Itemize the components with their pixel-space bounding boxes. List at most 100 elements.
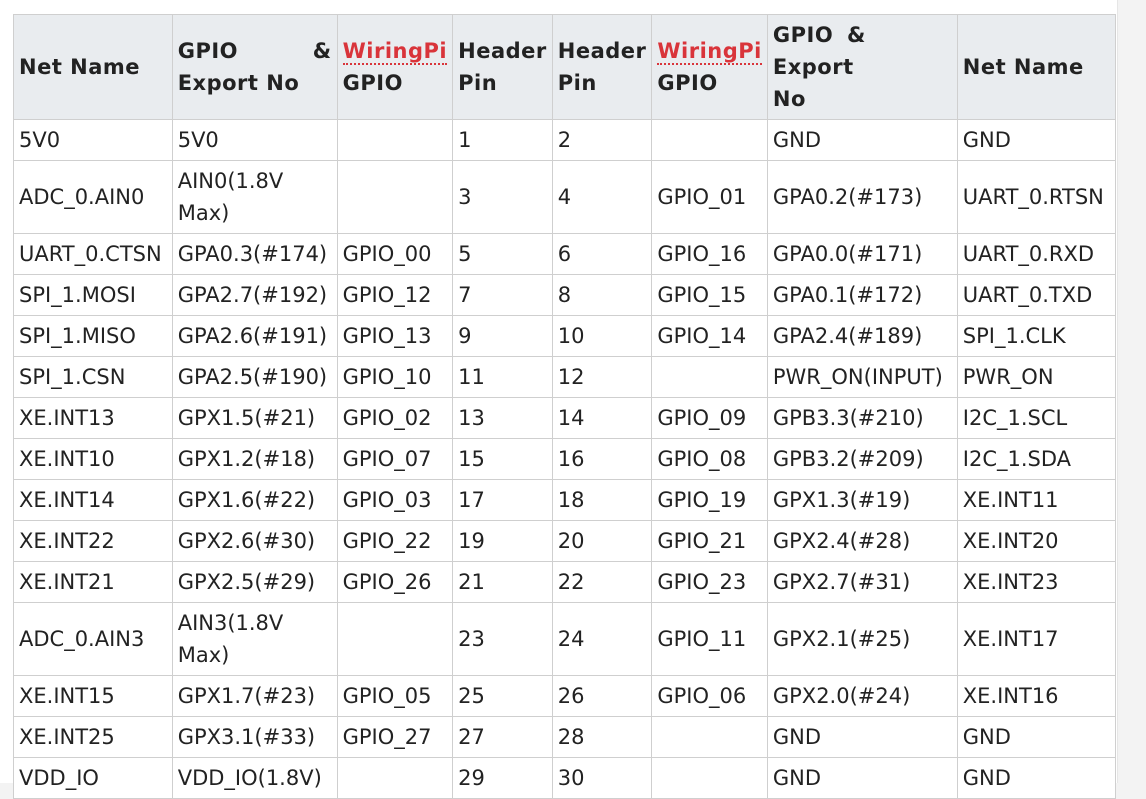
- table-row: UART_0.CTSN GPA0.3(#174) GPIO_00 5 6 GPIO_16 G…: [13, 233, 1117, 275]
- header-pin-right-cell: 20: [551, 520, 653, 562]
- net-name-left-cell: XE.INT15: [13, 675, 173, 717]
- net-name-right-cell: UART_0.TXD: [956, 274, 1117, 316]
- gpio-export-right-cell: GND: [766, 757, 958, 799]
- net-name-right-cell: UART_0.RTSN: [956, 160, 1117, 234]
- header-pin-right-cell: 26: [551, 675, 653, 717]
- wiringpi-right-cell: GPIO_15: [651, 274, 768, 316]
- wiringpi-left-cell: GPIO_10: [336, 356, 454, 398]
- wiringpi-link-right[interactable]: WiringPi: [657, 39, 762, 65]
- header-pin-left-cell: 27: [452, 716, 553, 758]
- gpio-export-left-cell: GPA2.5(#190): [171, 356, 338, 398]
- net-name-left-cell: XE.INT22: [13, 520, 173, 562]
- header-pin-left-cell: 23: [452, 602, 553, 676]
- net-name-right-cell: I2C_1.SDA: [956, 438, 1117, 480]
- header-pin-right: Header Pin: [551, 14, 653, 120]
- net-name-right-cell: XE.INT17: [956, 602, 1117, 676]
- gpio-export-right-cell: GPA0.1(#172): [766, 274, 958, 316]
- net-name-right-cell: XE.INT20: [956, 520, 1117, 562]
- header-pin-left-cell: 25: [452, 675, 553, 717]
- gpio-export-right-cell: GND: [766, 716, 958, 758]
- table-row: XE.INT15 GPX1.7(#23) GPIO_05 25 26 GPIO_06 GPX…: [13, 675, 1117, 717]
- gpio-export-right-cell: GPX1.3(#19): [766, 479, 958, 521]
- net-name-right-cell: PWR_ON: [956, 356, 1117, 398]
- table-row: 5V0 5V0 1 2 GND GND: [13, 119, 1117, 161]
- table-row: ADC_0.AIN0 AIN0(1.8V Max) 3 4 GPIO_01 GPA0.2(…: [13, 160, 1117, 234]
- gpio-export-left-cell: 5V0: [171, 119, 338, 161]
- wiringpi-left-cell: [336, 602, 454, 676]
- table-row: SPI_1.CSN GPA2.5(#190) GPIO_10 11 12 PWR_ON(I…: [13, 356, 1117, 398]
- header-pin-right-cell: 10: [551, 315, 653, 357]
- gpio-export-right-cell: GPX2.7(#31): [766, 561, 958, 603]
- wiringpi-left-cell: [336, 119, 454, 161]
- wiringpi-left-cell: GPIO_12: [336, 274, 454, 316]
- net-name-left-cell: ADC_0.AIN0: [13, 160, 173, 234]
- header-pin-right-cell: 28: [551, 716, 653, 758]
- gpio-export-left-cell: AIN0(1.8V Max): [171, 160, 338, 234]
- header-pin-left-cell: 9: [452, 315, 553, 357]
- net-name-left-cell: VDD_IO: [13, 757, 173, 799]
- wiringpi-right-cell: GPIO_01: [651, 160, 768, 234]
- header-pin-right-cell: 30: [551, 757, 653, 799]
- header-pin-left-cell: 19: [452, 520, 553, 562]
- gpio-export-left-cell: GPX2.6(#30): [171, 520, 338, 562]
- net-name-left-cell: SPI_1.MOSI: [13, 274, 173, 316]
- gpio-export-left-cell: GPA2.6(#191): [171, 315, 338, 357]
- header-pin-right-cell: 12: [551, 356, 653, 398]
- header-pin-right-cell: 6: [551, 233, 653, 275]
- wiringpi-left-cell: GPIO_05: [336, 675, 454, 717]
- table-row: SPI_1.MOSI GPA2.7(#192) GPIO_12 7 8 GPIO_15 GP…: [13, 274, 1117, 316]
- header-net-name-left: Net Name: [13, 14, 173, 120]
- net-name-left-cell: ADC_0.AIN3: [13, 602, 173, 676]
- gpio-export-left-cell: GPA0.3(#174): [171, 233, 338, 275]
- gpio-export-left-cell: GPX1.5(#21): [171, 397, 338, 439]
- header-wiringpi-left-gpio: GPIO: [342, 71, 403, 95]
- wiringpi-left-cell: [336, 757, 454, 799]
- gpio-export-left-cell: GPX1.2(#18): [171, 438, 338, 480]
- wiringpi-right-cell: [651, 356, 768, 398]
- header-wiringpi-right: WiringPi GPIO: [651, 14, 768, 120]
- table-row: ADC_0.AIN3 AIN3(1.8V Max) 23 24 GPIO_11 GPX2.…: [13, 602, 1117, 676]
- gpio-export-right-cell: GND: [766, 119, 958, 161]
- wiringpi-right-cell: GPIO_21: [651, 520, 768, 562]
- wiringpi-right-cell: GPIO_14: [651, 315, 768, 357]
- net-name-right-cell: GND: [956, 716, 1117, 758]
- net-name-right-cell: XE.INT16: [956, 675, 1117, 717]
- header-pin-left-cell: 3: [452, 160, 553, 234]
- header-wiringpi-right-gpio: GPIO: [657, 71, 718, 95]
- gpio-export-right-cell: GPX2.4(#28): [766, 520, 958, 562]
- header-gpio-export-left-line2: Export No: [177, 71, 300, 95]
- header-pin-right-line2: Pin: [557, 71, 597, 95]
- gpio-export-right-cell: GPA2.4(#189): [766, 315, 958, 357]
- gpio-export-right-cell: GPX2.0(#24): [766, 675, 958, 717]
- table-row: SPI_1.MISO GPA2.6(#191) GPIO_13 9 10 GPIO_14 G…: [13, 315, 1117, 357]
- gpio-pinout-table: Net Name GPIO & Export No WiringPi GPIO …: [13, 14, 1117, 799]
- table-row: XE.INT21 GPX2.5(#29) GPIO_26 21 22 GPIO_23 GPX…: [13, 561, 1117, 603]
- wiringpi-link-left[interactable]: WiringPi: [342, 39, 448, 65]
- header-pin-right-cell: 4: [551, 160, 653, 234]
- gpio-export-left-cell: GPX1.7(#23): [171, 675, 338, 717]
- header-pin-left-cell: 21: [452, 561, 553, 603]
- header-pin-left: Header Pin: [452, 14, 553, 120]
- net-name-left-cell: SPI_1.CSN: [13, 356, 173, 398]
- header-pin-right-cell: 22: [551, 561, 653, 603]
- table-row: XE.INT10 GPX1.2(#18) GPIO_07 15 16 GPIO_08 GPB…: [13, 438, 1117, 480]
- wiringpi-right-cell: GPIO_09: [651, 397, 768, 439]
- header-gpio-export-left-a: GPIO: [177, 39, 238, 63]
- wiringpi-right-cell: [651, 716, 768, 758]
- wiringpi-right-cell: GPIO_19: [651, 479, 768, 521]
- wiringpi-right-cell: GPIO_11: [651, 602, 768, 676]
- wiringpi-left-cell: GPIO_07: [336, 438, 454, 480]
- page: Net Name GPIO & Export No WiringPi GPIO …: [0, 0, 1117, 799]
- wiringpi-left-cell: GPIO_26: [336, 561, 454, 603]
- table-row: XE.INT25 GPX3.1(#33) GPIO_27 27 28 GND GND: [13, 716, 1117, 758]
- wiringpi-left-cell: GPIO_02: [336, 397, 454, 439]
- net-name-left-cell: XE.INT21: [13, 561, 173, 603]
- wiringpi-right-cell: GPIO_23: [651, 561, 768, 603]
- gpio-export-right-cell: GPX2.1(#25): [766, 602, 958, 676]
- header-pin-right-cell: 14: [551, 397, 653, 439]
- gpio-export-right-cell: PWR_ON(INPUT): [766, 356, 958, 398]
- table-row: VDD_IO VDD_IO(1.8V) 29 30 GND GND: [13, 757, 1117, 799]
- net-name-right-cell: SPI_1.CLK: [956, 315, 1117, 357]
- net-name-right-cell: I2C_1.SCL: [956, 397, 1117, 439]
- header-gpio-export-right-line2: No: [772, 87, 806, 111]
